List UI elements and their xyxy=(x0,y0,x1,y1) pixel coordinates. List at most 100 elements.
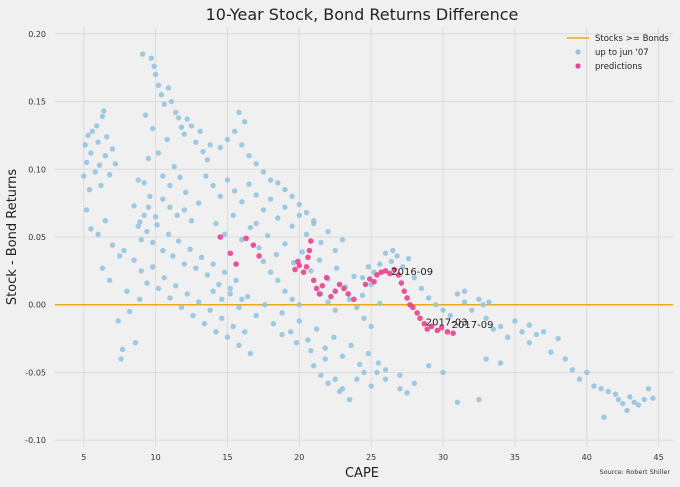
prediction-point xyxy=(256,253,262,259)
history-point xyxy=(333,265,340,271)
history-point xyxy=(270,321,277,327)
history-point xyxy=(231,188,238,194)
history-point xyxy=(239,199,245,205)
prediction-point xyxy=(351,296,357,303)
history-point xyxy=(131,203,137,209)
history-point xyxy=(181,131,188,137)
prediction-point xyxy=(374,272,380,278)
history-point xyxy=(86,186,93,193)
history-point xyxy=(262,302,268,308)
history-point xyxy=(150,125,156,132)
history-point xyxy=(154,222,160,228)
history-point xyxy=(217,193,223,200)
prediction-point xyxy=(395,272,402,278)
prediction-point xyxy=(292,266,298,273)
prediction-point xyxy=(371,278,377,285)
history-point xyxy=(351,273,357,279)
history-point xyxy=(161,101,167,107)
prediction-point xyxy=(233,261,239,267)
history-point xyxy=(230,212,236,219)
history-point xyxy=(239,142,245,148)
history-point xyxy=(289,296,295,303)
history-point xyxy=(83,207,90,213)
history-point xyxy=(476,396,482,403)
history-point xyxy=(109,146,116,152)
history-point xyxy=(359,274,366,281)
history-point xyxy=(196,299,202,305)
history-point xyxy=(454,399,461,405)
history-point xyxy=(132,339,139,346)
history-point xyxy=(246,181,252,187)
history-point xyxy=(188,123,195,129)
history-point xyxy=(325,228,331,235)
history-point xyxy=(135,223,142,229)
history-point xyxy=(95,231,101,237)
history-point xyxy=(155,150,162,156)
history-point xyxy=(170,253,176,259)
y-tick-label: 0.00 xyxy=(28,301,46,310)
history-point xyxy=(354,304,360,311)
history-point xyxy=(204,157,211,163)
history-point xyxy=(325,299,331,305)
history-point xyxy=(145,155,152,162)
history-point xyxy=(231,128,238,135)
history-point xyxy=(296,212,303,219)
history-point xyxy=(88,150,94,156)
history-point xyxy=(486,299,492,305)
history-point xyxy=(99,113,106,120)
history-point xyxy=(116,253,123,259)
history-point xyxy=(497,323,504,330)
source-note: Source: Robert Shiller xyxy=(599,468,670,476)
history-point xyxy=(85,132,91,139)
history-point xyxy=(497,360,504,366)
history-point xyxy=(145,204,152,210)
history-point xyxy=(131,257,137,263)
history-point xyxy=(404,390,410,396)
prediction-point xyxy=(296,262,303,269)
x-axis-label: CAPE xyxy=(345,466,379,481)
prediction-point xyxy=(345,291,351,297)
history-point xyxy=(204,272,211,278)
prediction-point xyxy=(319,282,326,289)
prediction-point xyxy=(328,293,334,300)
history-point xyxy=(275,277,281,284)
prediction-point xyxy=(404,295,410,301)
history-point xyxy=(171,163,177,170)
history-point xyxy=(397,372,403,378)
history-point xyxy=(635,402,642,408)
prediction-point xyxy=(308,238,314,244)
history-point xyxy=(282,241,288,247)
history-point xyxy=(184,116,190,122)
history-point xyxy=(483,356,489,362)
history-point xyxy=(296,318,303,324)
history-point xyxy=(260,169,267,175)
history-point xyxy=(289,223,295,229)
history-point xyxy=(101,108,107,114)
history-point xyxy=(155,285,162,292)
prediction-point xyxy=(391,266,397,273)
history-point xyxy=(260,207,267,213)
history-point xyxy=(99,265,106,271)
history-point xyxy=(425,295,432,301)
history-point xyxy=(221,231,228,237)
history-point xyxy=(135,177,142,183)
y-axis-label: Stock - Bond Returns xyxy=(5,169,20,306)
history-point xyxy=(332,307,338,313)
history-point xyxy=(102,218,109,224)
y-tick-label: -0.10 xyxy=(25,436,46,445)
history-point xyxy=(158,92,165,98)
prediction-point xyxy=(300,269,307,276)
history-point xyxy=(282,186,288,193)
history-point xyxy=(167,182,173,189)
history-point xyxy=(505,334,511,340)
history-point xyxy=(96,162,103,168)
history-point xyxy=(356,361,363,368)
history-point xyxy=(82,142,88,148)
history-point xyxy=(584,369,590,376)
history-point xyxy=(217,144,223,151)
prediction-point xyxy=(306,247,313,254)
history-point xyxy=(265,232,271,239)
history-point xyxy=(210,261,216,267)
history-point xyxy=(124,288,130,294)
